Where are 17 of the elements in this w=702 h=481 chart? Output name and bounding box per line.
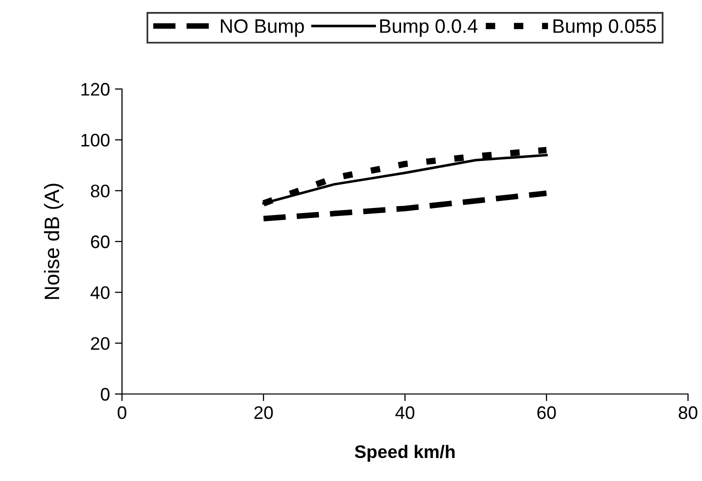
y-tick-label: 20	[91, 337, 110, 350]
x-tick-label: 80	[678, 406, 698, 420]
x-axis-title: Speed km/h	[354, 444, 455, 462]
legend-label: Bump 0.055	[554, 19, 656, 37]
y-tick-label: 40	[90, 286, 110, 300]
y-tick-label: 100	[81, 134, 110, 147]
y-axis-title: Noise dB (A)	[44, 184, 64, 299]
y-tick-label: 120	[81, 82, 110, 96]
y-tick-label: 80	[90, 184, 110, 198]
x-tick-label: 40	[395, 406, 414, 420]
y-tick-label: 0	[100, 388, 110, 401]
x-tick-label: 0	[118, 406, 126, 420]
y-tick-label: 60	[91, 235, 110, 248]
x-tick-label: 20	[254, 406, 273, 420]
x-tick-label: 60	[537, 406, 556, 420]
legend-label: NO Bump	[220, 19, 304, 37]
legend-label: Bump 0.0.4	[380, 19, 478, 37]
